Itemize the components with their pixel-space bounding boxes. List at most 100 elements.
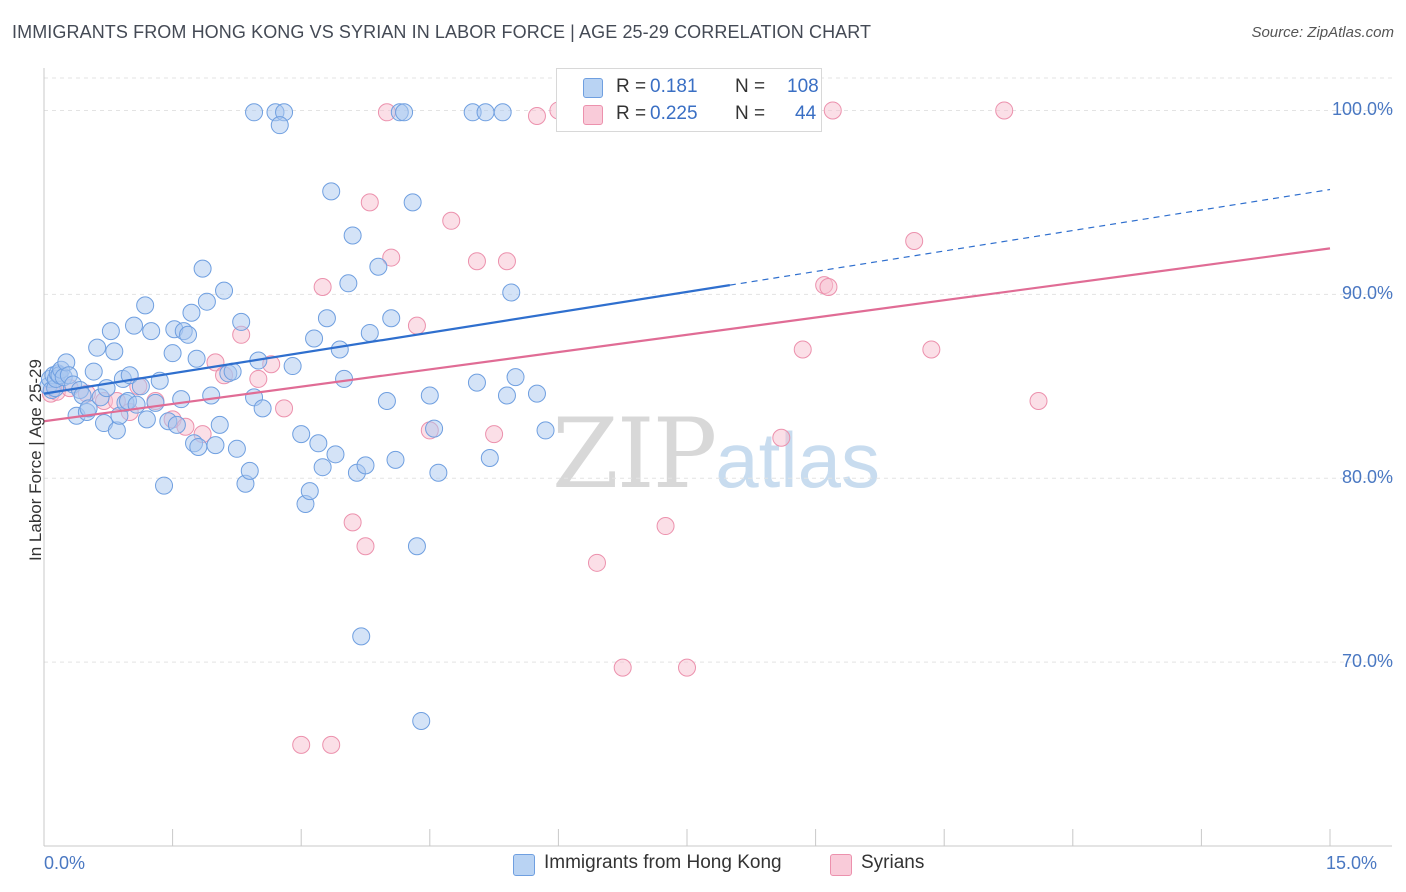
hong-kong-point <box>339 274 358 293</box>
hong-kong-point <box>101 322 120 341</box>
hong-kong-point <box>377 391 396 410</box>
syrians-point <box>1029 391 1048 410</box>
hong-kong-point <box>369 257 388 276</box>
y-axis-label: In Labor Force | Age 25-29 <box>26 359 45 561</box>
legend-n-label: N = <box>735 76 766 97</box>
hong-kong-point <box>305 329 324 348</box>
y-tick-label: 100.0% <box>1331 99 1393 120</box>
syrians-point <box>292 735 311 754</box>
hong-kong-point <box>493 103 512 122</box>
syrians-point <box>587 553 606 572</box>
hong-kong-point <box>215 281 234 300</box>
syrians-point <box>360 193 379 212</box>
y-tick-label: 70.0% <box>1341 651 1393 672</box>
hong-kong-point <box>107 421 126 440</box>
hong-kong-point <box>292 425 311 444</box>
syrians-trend-line <box>43 247 1331 423</box>
syrians-point <box>656 517 675 536</box>
hong-kong-point <box>88 338 107 357</box>
hong-kong-point <box>232 312 251 331</box>
hong-kong-point <box>382 309 401 328</box>
syrians-point <box>819 277 838 296</box>
hong-kong-point <box>502 283 521 302</box>
syrians-point <box>793 340 812 359</box>
hong-kong-point <box>467 373 486 392</box>
syrians-point <box>905 232 924 251</box>
legend-r-value: 0.225 <box>650 103 698 124</box>
hong-kong-point <box>527 384 546 403</box>
syrians-point <box>485 425 504 444</box>
syrians-point <box>343 513 362 532</box>
hong-kong-point <box>240 461 259 480</box>
legend-n-value: 108 <box>787 76 819 97</box>
hong-kong-point <box>326 445 345 464</box>
hong-kong-point <box>125 316 144 335</box>
syrians-point <box>382 248 401 267</box>
hong-kong-point <box>136 296 155 315</box>
syrians-point <box>995 101 1014 120</box>
hong-kong-point <box>536 421 555 440</box>
syrians-point <box>467 252 486 271</box>
hong-kong-point <box>179 325 198 344</box>
hong-kong-point <box>386 450 405 469</box>
syrians-point <box>922 340 941 359</box>
x-tick-label-min: 0.0% <box>44 853 86 873</box>
hong-kong-point <box>412 711 431 730</box>
hong-kong-point <box>172 390 191 409</box>
hong-kong-point <box>189 437 208 456</box>
hong-kong-point <box>300 482 319 501</box>
hong-kong-point <box>283 357 302 376</box>
hong-kong-point <box>79 399 98 418</box>
hong-kong-point <box>163 344 182 363</box>
hong-kong-point <box>193 259 212 278</box>
syrians-point <box>823 101 842 120</box>
syrians-point <box>613 658 632 677</box>
hong-kong-point <box>480 449 499 467</box>
hong-kong-point <box>309 434 328 453</box>
hong-kong-point <box>356 456 375 475</box>
syrians-point <box>527 106 546 125</box>
syrians-point <box>407 316 426 335</box>
syrians-point <box>772 428 791 447</box>
hong-kong-point <box>253 399 272 418</box>
hong-kong-point <box>476 103 495 122</box>
hong-kong-point <box>206 436 225 455</box>
hong-kong-point <box>187 349 206 368</box>
hong-kong-point <box>313 458 332 477</box>
legend-r-label: R = <box>616 76 647 97</box>
hong-kong-point <box>317 309 336 328</box>
hong-kong-trend-extension <box>729 188 1331 286</box>
chart-title: IMMIGRANTS FROM HONG KONG VS SYRIAN IN L… <box>12 22 872 42</box>
legend-swatch-hong-kong <box>583 78 603 98</box>
hong-kong-point <box>360 323 379 342</box>
syrians-point <box>249 369 268 388</box>
hong-kong-point <box>210 415 229 434</box>
legend-swatch-hong-kong <box>513 854 535 876</box>
syrians-point <box>356 537 375 556</box>
legend-r-label: R = <box>616 103 647 124</box>
hong-kong-point <box>155 476 174 495</box>
source-label: Source: ZipAtlas.com <box>1251 24 1394 41</box>
legend-n-label: N = <box>735 103 766 124</box>
hong-kong-point <box>105 342 124 361</box>
y-tick-label: 90.0% <box>1341 283 1393 304</box>
hong-kong-point <box>343 226 362 245</box>
hong-kong-point <box>497 386 516 405</box>
hong-kong-point <box>420 386 439 405</box>
hong-kong-point <box>352 627 371 646</box>
syrians-point <box>678 658 696 677</box>
syrians-point <box>322 735 341 754</box>
hong-kong-point <box>429 463 448 482</box>
legend-n-value: 44 <box>795 103 817 124</box>
syrians-point <box>442 211 461 230</box>
x-tick-label-max: 15.0% <box>1326 853 1378 873</box>
hong-kong-point <box>146 393 165 412</box>
hong-kong-point <box>142 322 161 341</box>
syrians-point <box>275 399 294 418</box>
hong-kong-point <box>270 116 289 135</box>
hong-kong-point <box>407 537 426 556</box>
y-tick-label: 80.0% <box>1341 467 1393 488</box>
hong-kong-point <box>322 182 341 201</box>
legend-swatch-syrians <box>583 105 603 125</box>
